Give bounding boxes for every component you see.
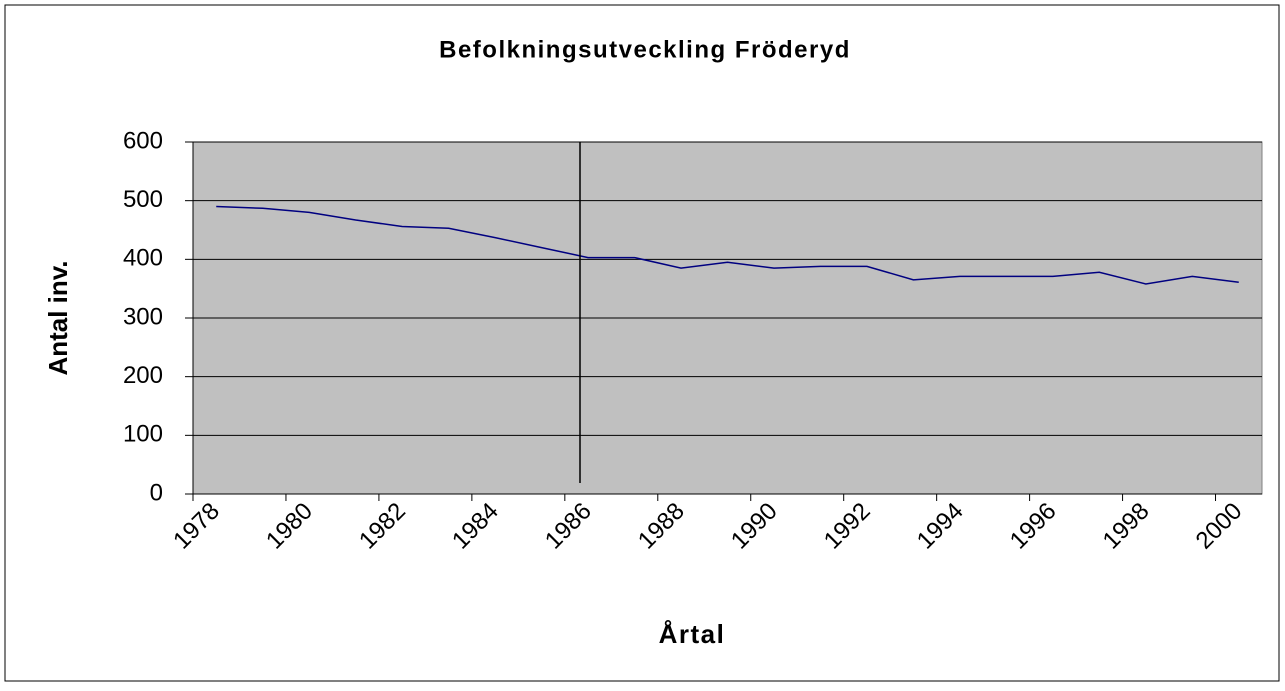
data-line (216, 205, 1239, 285)
y-tick-label: 600 (123, 127, 163, 154)
y-tick-label: 0 (150, 479, 163, 506)
y-tick-label: 300 (123, 303, 163, 330)
y-tick-label: 500 (123, 186, 163, 213)
y-axis-label: Antal inv. (43, 260, 73, 375)
y-tick-label: 200 (123, 362, 163, 389)
y-tick-label: 100 (123, 421, 163, 448)
x-axis-label: Årtal (659, 619, 726, 649)
y-tick-label: 400 (123, 245, 163, 272)
chart-title: Befolkningsutveckling Fröderyd (439, 36, 851, 63)
